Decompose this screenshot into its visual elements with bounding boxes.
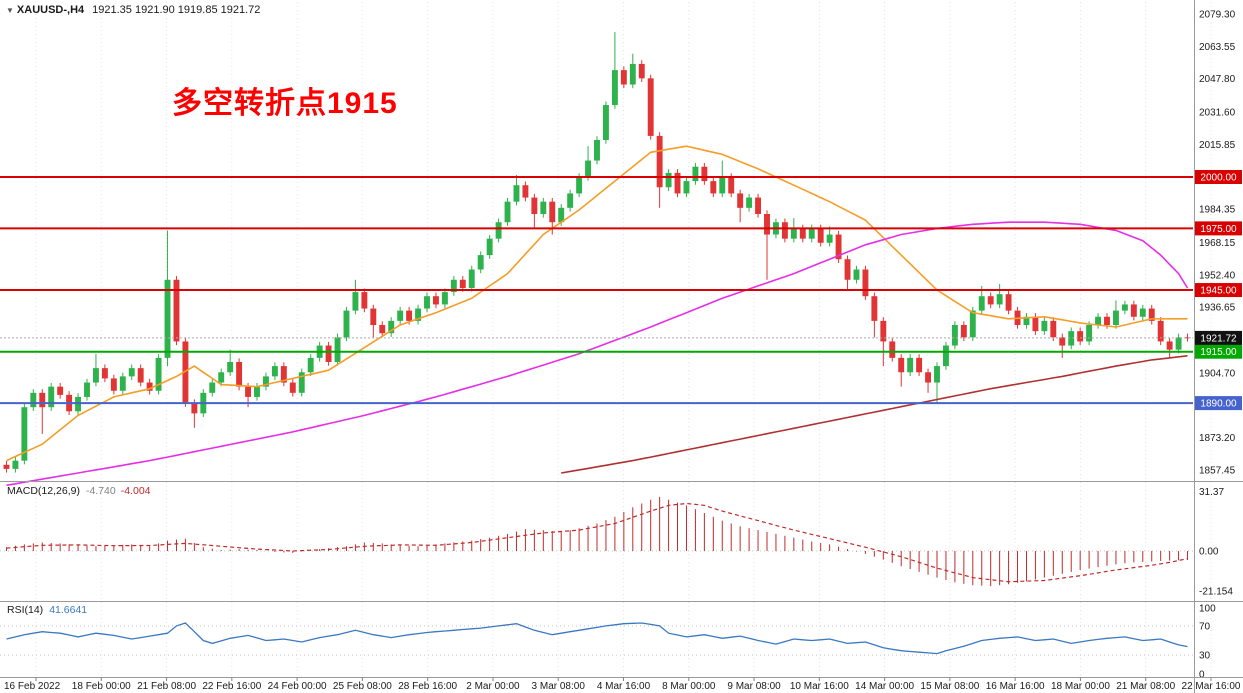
svg-text:2079.30: 2079.30 xyxy=(1199,10,1236,21)
macd-main-value: -4.740 xyxy=(85,485,116,497)
svg-text:28 Feb 16:00: 28 Feb 16:00 xyxy=(398,681,457,692)
svg-text:70: 70 xyxy=(1199,621,1211,632)
svg-text:21 Feb 08:00: 21 Feb 08:00 xyxy=(137,681,196,692)
rsi-panel[interactable]: 100 70 30 0 xyxy=(0,604,1216,681)
svg-text:18 Feb 00:00: 18 Feb 00:00 xyxy=(72,681,131,692)
svg-text:1984.35: 1984.35 xyxy=(1199,205,1236,216)
collapse-arrow-icon[interactable]: ▼ xyxy=(6,5,14,15)
current-price-badge xyxy=(1195,330,1242,345)
svg-text:2047.80: 2047.80 xyxy=(1199,74,1236,85)
svg-text:3 Mar 08:00: 3 Mar 08:00 xyxy=(532,681,586,692)
svg-text:14 Mar 00:00: 14 Mar 00:00 xyxy=(855,681,914,692)
svg-text:18 Mar 00:00: 18 Mar 00:00 xyxy=(1051,681,1110,692)
svg-text:16 Mar 16:00: 16 Mar 16:00 xyxy=(986,681,1045,692)
svg-text:-21.154: -21.154 xyxy=(1199,587,1233,598)
rsi-indicator-label: RSI(14) 41.6641 xyxy=(7,604,87,616)
svg-text:2015.85: 2015.85 xyxy=(1199,140,1236,151)
svg-text:8 Mar 00:00: 8 Mar 00:00 xyxy=(662,681,716,692)
candles-layer[interactable] xyxy=(3,32,1191,473)
ma-slow-line xyxy=(561,355,1188,474)
svg-text:22 Mar 16:00: 22 Mar 16:00 xyxy=(1182,681,1241,692)
rsi-name: RSI(14) xyxy=(7,604,44,616)
annotation-text[interactable]: 多空转折点1915 xyxy=(172,87,398,120)
svg-text:1945.00: 1945.00 xyxy=(1200,286,1237,297)
svg-text:1968.15: 1968.15 xyxy=(1199,238,1236,249)
svg-text:2000.00: 2000.00 xyxy=(1200,172,1237,183)
symbol-period-label: XAUUSD-,H4 xyxy=(16,4,85,16)
time-axis[interactable]: 16 Feb 2022 18 Feb 00:00 21 Feb 08:00 22 Fe… xyxy=(4,677,1241,693)
ohlc-values: 1921.35 1921.90 1919.85 1921.72 xyxy=(92,4,261,16)
level-badge-1945.00 xyxy=(1195,283,1242,298)
svg-text:9 Mar 08:00: 9 Mar 08:00 xyxy=(727,681,781,692)
svg-text:1857.45: 1857.45 xyxy=(1199,466,1236,477)
svg-text:2031.60: 2031.60 xyxy=(1199,108,1236,119)
svg-text:1952.40: 1952.40 xyxy=(1199,270,1236,281)
svg-text:31.37: 31.37 xyxy=(1199,487,1224,498)
svg-text:2063.55: 2063.55 xyxy=(1199,42,1236,53)
macd-panel[interactable]: 31.37 0.00 -21.154 xyxy=(0,487,1233,598)
level-badge-2000.00 xyxy=(1195,169,1242,184)
svg-text:1921.72: 1921.72 xyxy=(1200,333,1237,344)
svg-text:15 Mar 08:00: 15 Mar 08:00 xyxy=(920,681,979,692)
grid-layer xyxy=(35,2,1212,677)
svg-text:30: 30 xyxy=(1199,651,1211,662)
ma-medium-line xyxy=(6,221,1189,487)
svg-text:1936.65: 1936.65 xyxy=(1199,303,1236,314)
svg-text:1915.00: 1915.00 xyxy=(1200,347,1237,358)
ma-fast-line xyxy=(6,145,1188,462)
svg-text:1975.00: 1975.00 xyxy=(1200,224,1237,235)
svg-text:21 Mar 08:00: 21 Mar 08:00 xyxy=(1116,681,1175,692)
macd-indicator-label: MACD(12,26,9) -4.740 -4.004 xyxy=(7,485,151,497)
macd-signal-value: -4.004 xyxy=(120,485,151,497)
svg-text:0.00: 0.00 xyxy=(1199,547,1219,558)
svg-text:24 Feb 00:00: 24 Feb 00:00 xyxy=(268,681,327,692)
svg-text:22 Feb 16:00: 22 Feb 16:00 xyxy=(202,681,261,692)
svg-text:10 Mar 16:00: 10 Mar 16:00 xyxy=(790,681,849,692)
svg-text:4 Mar 16:00: 4 Mar 16:00 xyxy=(597,681,651,692)
level-lines[interactable]: 2000.00 1975.00 1945.00 1915.00 1890.00 xyxy=(0,169,1242,411)
svg-text:2 Mar 00:00: 2 Mar 00:00 xyxy=(466,681,520,692)
svg-text:1873.20: 1873.20 xyxy=(1199,433,1236,444)
svg-text:0: 0 xyxy=(1199,670,1205,681)
svg-text:16 Feb 2022: 16 Feb 2022 xyxy=(4,681,61,692)
svg-text:25 Feb 08:00: 25 Feb 08:00 xyxy=(333,681,392,692)
svg-text:100: 100 xyxy=(1199,604,1216,615)
rsi-value: 41.6641 xyxy=(49,604,88,616)
svg-text:1904.70: 1904.70 xyxy=(1199,368,1236,379)
current-price: 1921.72 xyxy=(0,330,1242,345)
chart-header: ▼ XAUUSD-,H4 1921.35 1921.90 1919.85 1921.… xyxy=(6,4,260,16)
level-badge-1975.00 xyxy=(1195,221,1242,236)
level-badge-1890.00 xyxy=(1195,396,1242,411)
svg-text:1890.00: 1890.00 xyxy=(1200,399,1237,410)
macd-name: MACD(12,26,9) xyxy=(7,485,80,497)
level-badge-1915.00 xyxy=(1195,344,1242,359)
price-scale[interactable]: 2079.30 2063.55 2047.80 2031.60 2015.85 1984.… xyxy=(1199,10,1236,477)
